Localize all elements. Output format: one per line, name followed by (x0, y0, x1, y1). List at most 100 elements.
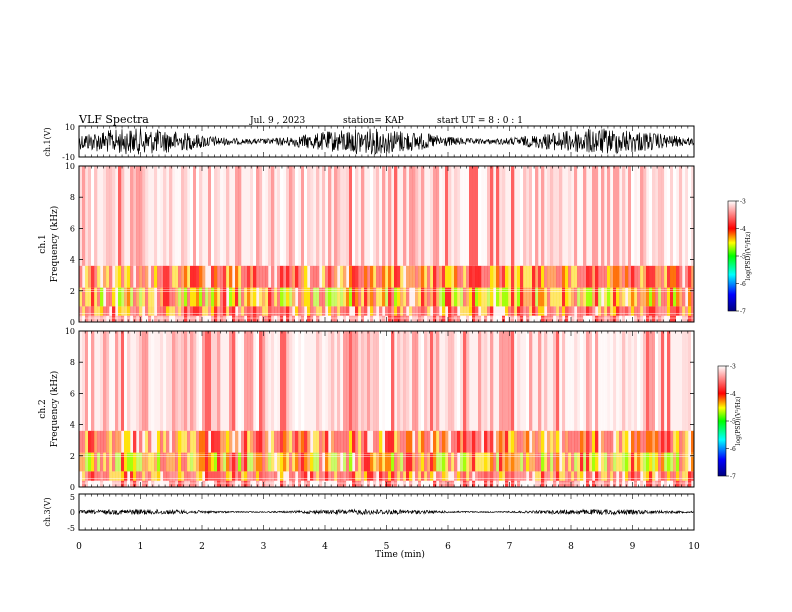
ch2-spectrogram-cell (544, 480, 548, 487)
ch2-spectrogram-cell (406, 480, 410, 487)
date-label: Jul. 9 , 2023 (249, 116, 305, 126)
ch2-spectrogram-cell (538, 430, 542, 453)
ch2-spectrogram-cell (211, 480, 215, 487)
ch1-spectrogram-cell (337, 306, 341, 316)
ch1-spectrogram-cell (316, 315, 320, 322)
ch2-spectrogram-cell (334, 452, 338, 472)
ch2-spectrogram-cell (388, 471, 392, 481)
ch2-spectrogram-cell (595, 452, 599, 472)
ch2-spectrogram-cell (625, 480, 629, 487)
ch1-spectrogram-cell (451, 306, 455, 316)
ch1-spectrogram-cell (358, 315, 362, 322)
ch1-spectrogram-cell (175, 166, 179, 266)
ch2-spectrogram-cell (481, 480, 485, 487)
ch1-spectrogram-cell (88, 315, 92, 322)
ch2-spectrogram-cell (502, 331, 506, 431)
ch1-spectrogram-cell (355, 315, 359, 322)
ch1-spectrogram-cell (280, 166, 284, 266)
ch2-spectrogram-cell (172, 480, 176, 487)
ch2-spectrogram-cell (292, 430, 296, 453)
ch2-spectrogram-cell (424, 430, 428, 453)
ch1-spectrogram-cell (331, 306, 335, 316)
ch1-spectrogram-cell (478, 166, 482, 266)
ch1-spectrogram-cell (193, 265, 197, 288)
ch2-spectrogram-cell (430, 452, 434, 472)
ch1-spectrogram-cell (640, 287, 644, 307)
ch1-spectrogram-cell (127, 287, 131, 307)
ch1-spectrogram-cell (328, 166, 332, 266)
ch2-spectrogram-cell (649, 452, 653, 472)
ch1-spectrogram-cell (190, 166, 194, 266)
ch2-spectrogram-cell (595, 331, 599, 431)
ch1-spectrogram-cell (427, 306, 431, 316)
ch2-spectrogram-cell (397, 480, 401, 487)
ch2-spectrogram-cell (664, 331, 668, 431)
ch2-spectrogram-cell (472, 480, 476, 487)
time-tick-label: 7 (507, 542, 513, 552)
ch2-spectrogram-cell (313, 471, 317, 481)
ch1-spectrogram-cell (691, 315, 695, 322)
ch1-spectrogram-cell (79, 315, 83, 322)
ch2-spectrogram-cell (199, 452, 203, 472)
ch2-spectrogram-cell (619, 452, 623, 472)
ch2-spectrogram-cell (592, 430, 596, 453)
ch1-spectrogram-cell (130, 315, 134, 322)
ch1-spectrogram-cell (97, 265, 101, 288)
ch1-spectrogram-cell (472, 166, 476, 266)
ch1-spectrogram-cell (373, 166, 377, 266)
ch2-spectrogram-cell (319, 452, 323, 472)
ch2-spectrogram-cell (436, 331, 440, 431)
ch1-spectrogram-cell (307, 287, 311, 307)
ch1-spectrogram-ylabel-channel: ch.1 (38, 234, 48, 253)
ch1-spectrogram-cell (253, 265, 257, 288)
ch1-spectrogram-cell (631, 306, 635, 316)
ch1-spectrogram-cell (139, 306, 143, 316)
ch1-spectrogram-cell (619, 287, 623, 307)
ch2-spectrogram-cell (400, 430, 404, 453)
ch1-spectrogram-cell (535, 265, 539, 288)
ch2-spectrogram-cell (481, 471, 485, 481)
ch1-spectrogram-cell (259, 287, 263, 307)
ch2-spectrogram-cell (445, 480, 449, 487)
ch1-spectrogram-cell (490, 315, 494, 322)
ch2-spectrogram-cell (310, 480, 314, 487)
ch1-spectrogram-cell (124, 265, 128, 288)
ch1-spectrogram-cell (184, 315, 188, 322)
ch1-spectrogram-cell (457, 287, 461, 307)
ch1-spectrogram-cell (277, 306, 281, 316)
ch1-spectrogram-cell (529, 287, 533, 307)
ch2-spectrogram-cell (214, 452, 218, 472)
ch1-spectrogram-cell (670, 315, 674, 322)
ch2-spectrogram-cell (313, 430, 317, 453)
ch2-spectrogram-cell (232, 452, 236, 472)
ch1-spectrogram-cell (481, 287, 485, 307)
ch1-spectrogram-cell (610, 265, 614, 288)
ch2-spectrogram-cell (292, 471, 296, 481)
ch1-spectrogram-cell (616, 166, 620, 266)
ch2-spectrogram-cell (274, 480, 278, 487)
ch2-spectrogram-cell (577, 471, 581, 481)
ch1-spectrogram-cell (388, 315, 392, 322)
ch2-spectrogram-cell (688, 480, 692, 487)
ch2-spectrogram-cell (253, 452, 257, 472)
ch1-spectrogram-cell (556, 306, 560, 316)
ch2-spectrogram-cell (430, 331, 434, 431)
ch2-spectrogram-cell (679, 471, 683, 481)
ch1-spectrogram-cell (517, 306, 521, 316)
ch1-spectrogram-cell (163, 287, 167, 307)
ch2-spectrogram-cell (109, 430, 113, 453)
ch1-spectrogram-cell (325, 315, 329, 322)
ch2-spectrogram-cell (187, 471, 191, 481)
ch2-spectrogram-cell (181, 452, 185, 472)
ch1-spectrogram-cell (265, 306, 269, 316)
ch1-spectrogram-cell (448, 287, 452, 307)
ch2-spectrogram-cell (682, 480, 686, 487)
ch2-spectrogram-cell (409, 471, 413, 481)
ch2-spectrogram-cell (460, 430, 464, 453)
ch1-spectrogram-cell (373, 287, 377, 307)
ch1-spectrogram-cell (391, 265, 395, 288)
ch1-spectrogram-cell (328, 315, 332, 322)
ch2-spectrogram-ylabel-channel: ch.2 (38, 399, 48, 418)
ch1-spectrogram-cell (679, 306, 683, 316)
ch1-spectrogram-cell (190, 265, 194, 288)
